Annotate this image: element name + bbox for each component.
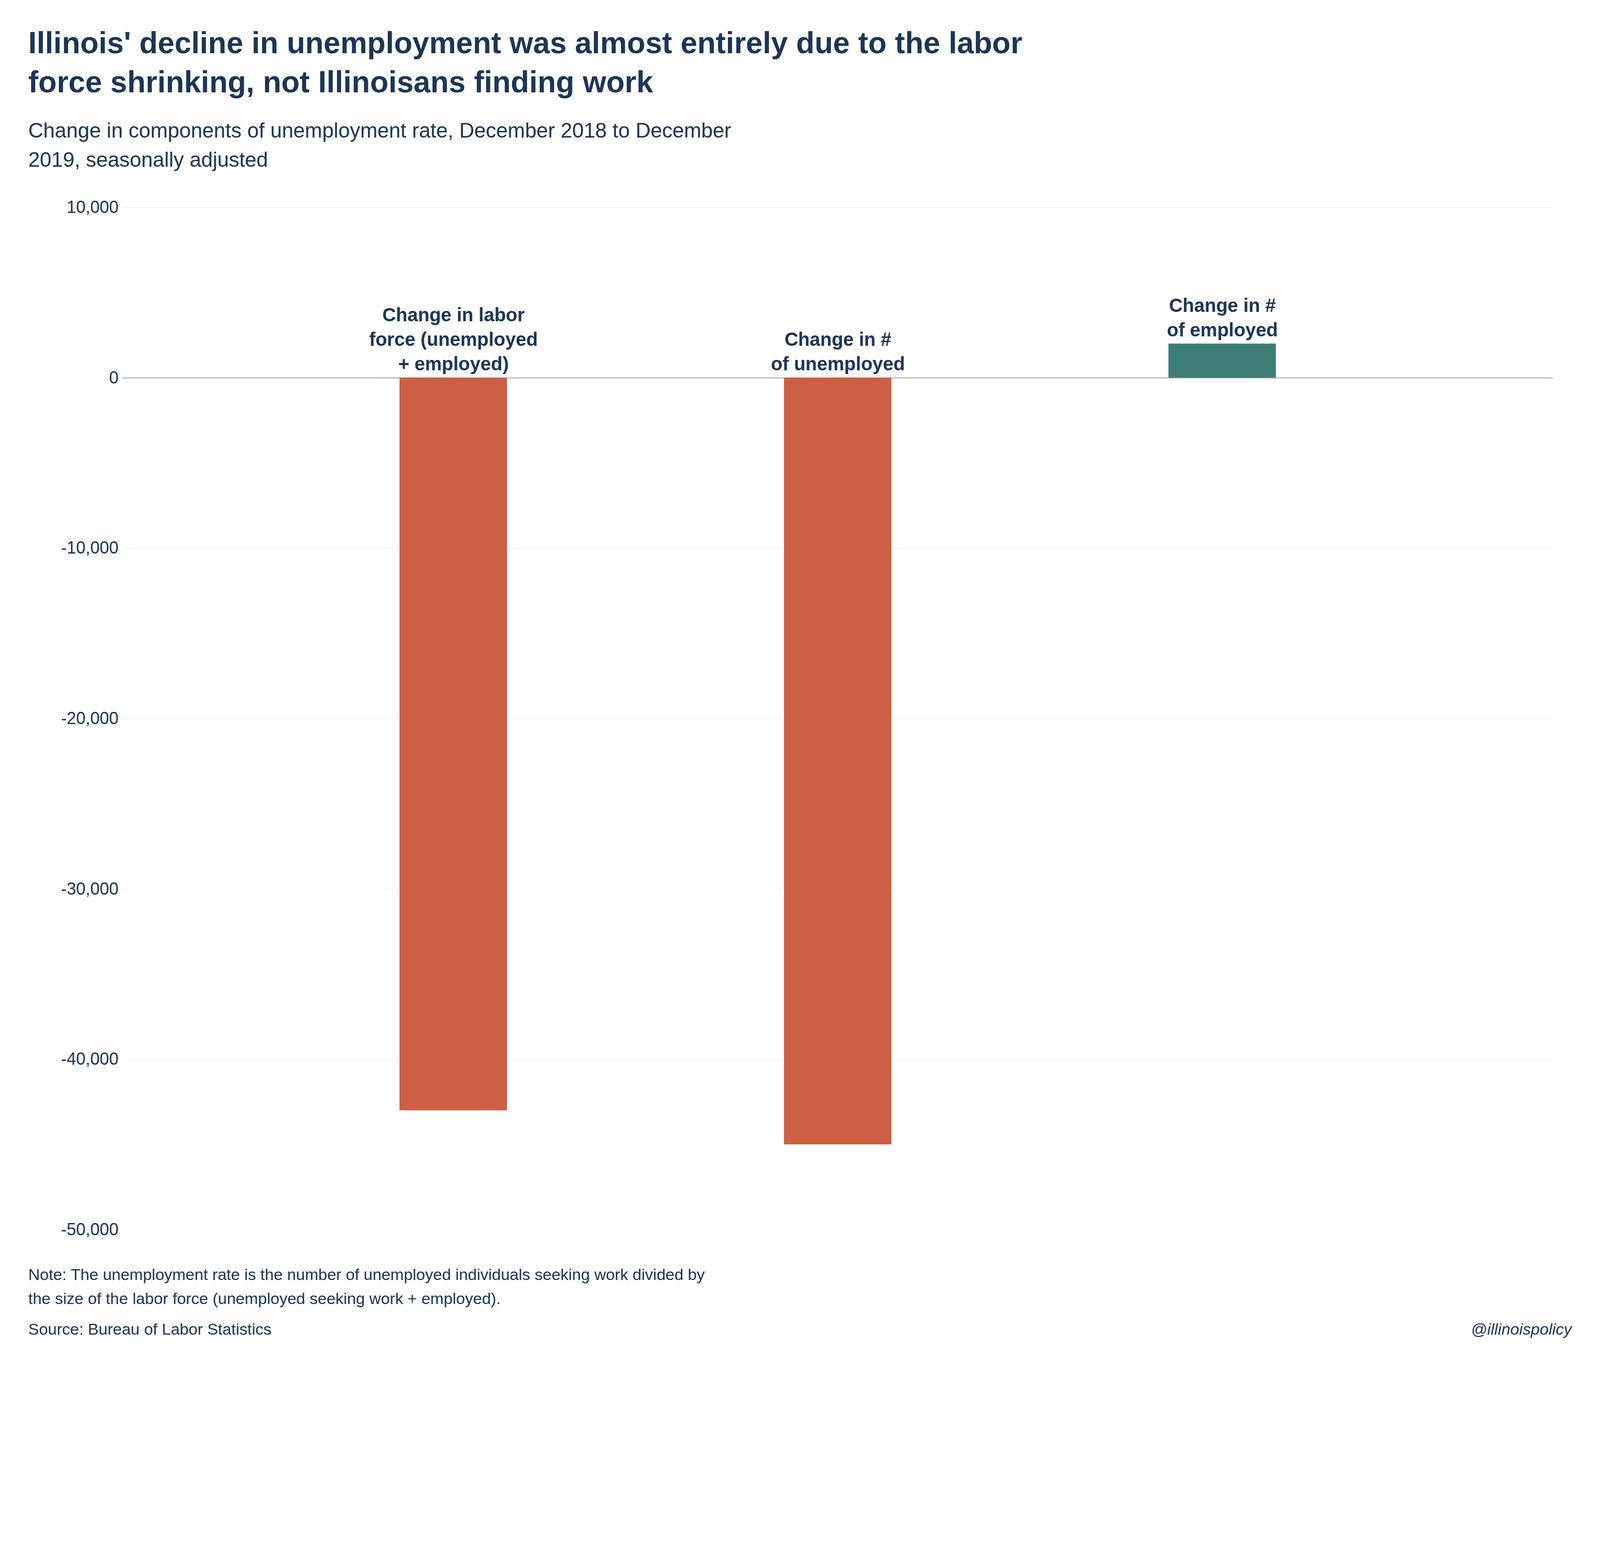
svg-text:Change in #of unemployed: Change in #of unemployed bbox=[770, 328, 905, 375]
svg-text:-20,000: -20,000 bbox=[60, 708, 119, 728]
svg-text:10,000: 10,000 bbox=[66, 197, 119, 217]
svg-text:-30,000: -30,000 bbox=[60, 878, 119, 898]
svg-text:-50,000: -50,000 bbox=[60, 1219, 119, 1240]
svg-text:-10,000: -10,000 bbox=[60, 538, 119, 558]
svg-text:Change in laborforce (unemploy: Change in laborforce (unemployed+ employ… bbox=[369, 304, 539, 375]
svg-text:Change in #of employed: Change in #of employed bbox=[1167, 294, 1279, 340]
svg-text:-40,000: -40,000 bbox=[60, 1049, 119, 1069]
html-text:Source: Bureau of Labor Statis: Source: Bureau of Labor Statistics bbox=[28, 1319, 272, 1338]
svg-text:0: 0 bbox=[108, 367, 119, 387]
html-text:Note: The unemployment rate is: Note: The unemployment rate is the numbe… bbox=[28, 1265, 705, 1308]
html-text:Illinois' decline in unemploym: Illinois' decline in unemployment was al… bbox=[28, 25, 1023, 100]
html-text:@illinoispolicy: @illinoispolicy bbox=[1470, 1319, 1572, 1338]
html-text:Change in components of unempl: Change in components of unemployment rat… bbox=[28, 118, 732, 172]
